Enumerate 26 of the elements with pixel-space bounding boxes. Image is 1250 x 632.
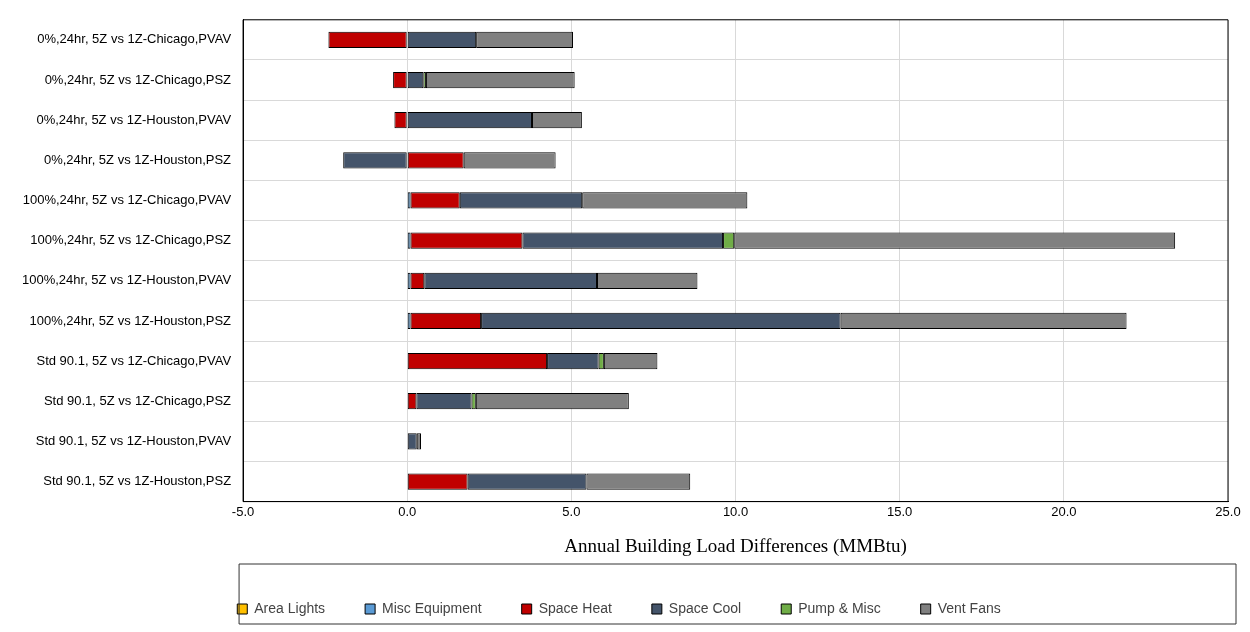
y-tick-label: 0%,24hr, 5Z vs 1Z-Chicago,PVAV bbox=[37, 31, 232, 47]
y-tick-label: 0%,24hr, 5Z vs 1Z-Houston,PVAV bbox=[36, 111, 232, 127]
x-tick-label: 10.0 bbox=[722, 503, 749, 519]
y-tick-label: 0%,24hr, 5Z vs 1Z-Houston,PSZ bbox=[43, 151, 232, 167]
y-tick-label: 0%,24hr, 5Z vs 1Z-Chicago,PSZ bbox=[44, 71, 232, 87]
legend-label: Space Cool bbox=[668, 599, 742, 616]
y-tick-label: 100%,24hr, 5Z vs 1Z-Houston,PSZ bbox=[29, 312, 232, 328]
y-tick-label: 100%,24hr, 5Z vs 1Z-Chicago,PVAV bbox=[22, 192, 232, 208]
x-tick-label: -5.0 bbox=[231, 503, 255, 519]
legend-label: Pump & Misc bbox=[798, 599, 881, 616]
y-tick-label: 100%,24hr, 5Z vs 1Z-Houston,PVAV bbox=[21, 272, 232, 288]
y-tick-label: 100%,24hr, 5Z vs 1Z-Chicago,PSZ bbox=[30, 232, 232, 248]
x-axis-title: Annual Building Load Differences (MMBtu) bbox=[564, 534, 907, 557]
x-tick-label: 25.0 bbox=[1215, 503, 1241, 519]
y-tick-label: Std 90.1, 5Z vs 1Z-Houston,PSZ bbox=[43, 473, 232, 489]
legend-label: Space Heat bbox=[538, 599, 612, 616]
x-tick-label: 20.0 bbox=[1051, 503, 1077, 519]
x-tick-label: 15.0 bbox=[887, 503, 913, 519]
x-tick-label: 0.0 bbox=[398, 503, 417, 519]
legend-label: Vent Fans bbox=[937, 599, 1001, 616]
y-tick-label: Std 90.1, 5Z vs 1Z-Chicago,PSZ bbox=[43, 392, 232, 408]
y-tick-label: Std 90.1, 5Z vs 1Z-Houston,PVAV bbox=[35, 432, 232, 448]
legend-label: Misc Equipment bbox=[382, 599, 482, 616]
y-tick-label: Std 90.1, 5Z vs 1Z-Chicago,PVAV bbox=[36, 352, 232, 368]
x-tick-label: 5.0 bbox=[562, 503, 581, 519]
legend-label: Area Lights bbox=[254, 599, 326, 616]
